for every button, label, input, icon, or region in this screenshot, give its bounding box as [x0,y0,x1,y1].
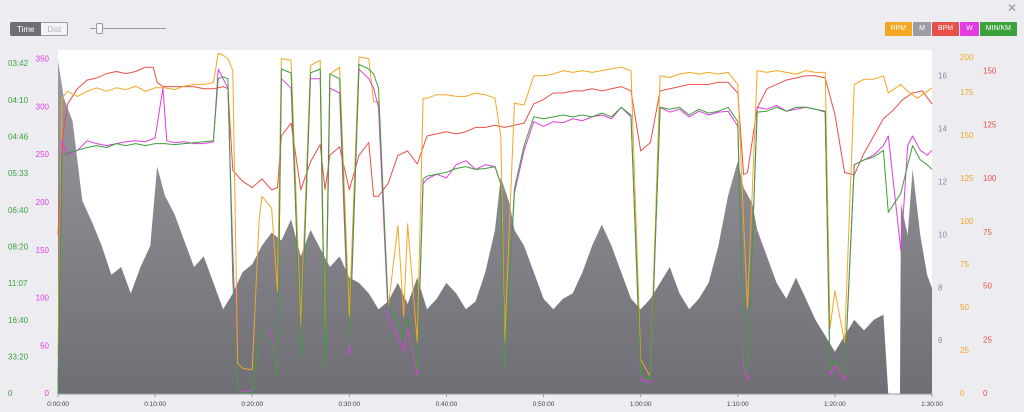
y-tick-w: 300 [36,102,50,111]
y-tick-bpm: 25 [983,335,992,344]
series-w-line [57,68,933,392]
y-tick-m: 16 [938,72,947,81]
y-tick-w: 50 [40,341,49,350]
legend-item-bpm[interactable]: BPM [931,22,960,36]
legend-item-rpm[interactable]: RPM [884,22,913,36]
series-rpm-line [57,52,933,378]
legend-item-w[interactable]: W [960,22,979,36]
y-tick-min-km: 04:10 [8,96,29,105]
y-tick-min-km: 33:20 [8,352,29,361]
y-tick-m: 8 [938,283,943,292]
x-tick-label: 0:50:00 [533,401,555,408]
dist-toggle-button[interactable]: Dist [41,22,69,36]
y-tick-w: 0 [45,389,50,398]
y-tick-w: 200 [36,198,50,207]
y-tick-w: 250 [36,150,50,159]
x-tick-label: 0:30:00 [338,401,360,408]
y-tick-min-km: 08:20 [8,242,29,251]
x-tick-label: 1:20:00 [824,401,846,408]
x-tick-label: 0:20:00 [241,401,263,408]
series-m-area [58,60,932,394]
x-axis-mode-toggle: Time Dist [10,22,69,36]
y-tick-m: 10 [938,230,947,239]
x-tick-label: 0:40:00 [436,401,458,408]
legend-item-m[interactable]: M [913,22,931,36]
y-tick-min-km: 03:42 [8,59,29,68]
y-tick-rpm: 0 [960,389,965,398]
time-toggle-button[interactable]: Time [10,22,42,36]
zoom-slider[interactable] [90,22,166,36]
y-tick-min-km: 0 [8,389,13,398]
y-tick-min-km: 16:40 [8,316,29,325]
y-tick-m: 12 [938,177,947,186]
y-tick-bpm: 125 [983,120,997,129]
y-tick-bpm: 75 [983,228,992,237]
y-tick-w: 150 [36,246,50,255]
y-tick-bpm: 50 [983,282,992,291]
zoom-slider-track [90,28,166,29]
y-tick-min-km: 04:46 [8,132,29,141]
x-tick-label: 1:30:00 [921,401,943,408]
y-tick-m: 14 [938,124,947,133]
zoom-slider-thumb[interactable] [95,23,103,34]
y-tick-rpm: 150 [960,131,974,140]
close-icon[interactable]: ✕ [1006,1,1018,15]
y-tick-bpm: 0 [983,389,988,398]
y-tick-bpm: 150 [983,67,997,76]
y-tick-rpm: 200 [960,53,974,62]
y-tick-w: 350 [36,55,50,64]
y-tick-rpm: 100 [960,217,974,226]
x-tick-label: 1:10:00 [727,401,749,408]
y-tick-rpm: 125 [960,174,974,183]
series-min-km-line [57,63,933,395]
y-tick-w: 100 [36,294,50,303]
x-tick-label: 0:10:00 [144,401,166,408]
y-tick-rpm: 75 [960,260,969,269]
y-tick-rpm: 175 [960,88,974,97]
y-tick-rpm: 25 [960,346,969,355]
legend-item-min-km[interactable]: MIN/KM [979,22,1017,36]
y-tick-min-km: 05:33 [8,169,29,178]
x-tick-label: 0:00:00 [47,401,69,408]
x-tick-label: 1:00:00 [630,401,652,408]
y-tick-rpm: 50 [960,303,969,312]
y-tick-min-km: 11:07 [8,279,28,288]
y-tick-bpm: 100 [983,174,997,183]
y-tick-min-km: 06:40 [8,206,29,215]
y-tick-m: 6 [938,336,943,345]
series-bpm-line [57,66,933,235]
legend: RPM M BPM W MIN/KM [884,22,1017,36]
